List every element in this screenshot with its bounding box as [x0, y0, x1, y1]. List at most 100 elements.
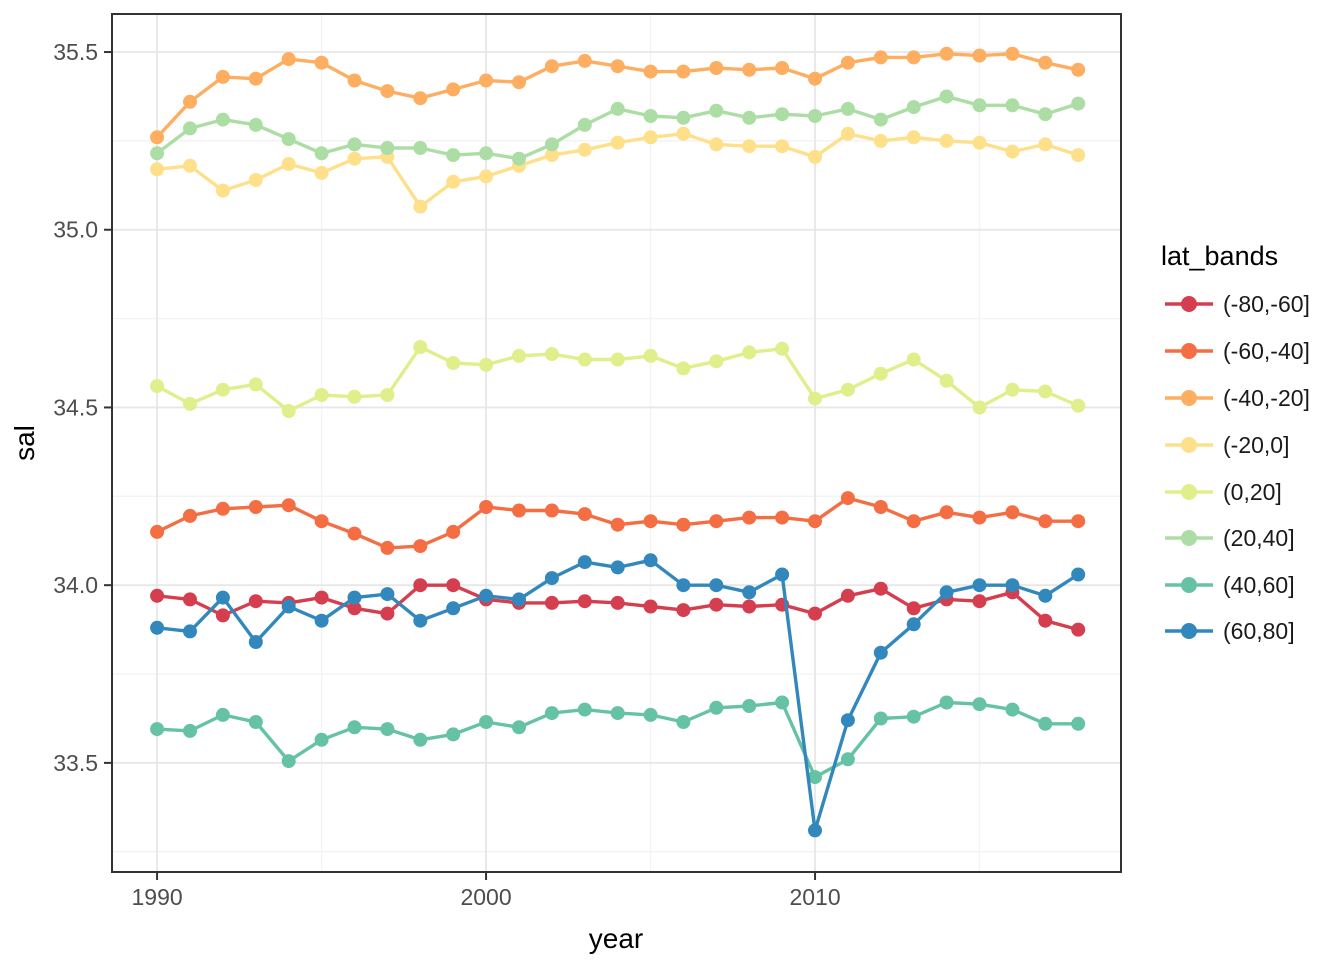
data-point [972, 594, 987, 609]
data-point [544, 148, 559, 163]
data-point [906, 130, 921, 145]
data-point [1038, 137, 1053, 152]
data-point [610, 595, 625, 610]
data-point [512, 592, 526, 607]
x-axis-title: year [589, 923, 643, 954]
legend-entry-(0,20]: (0,20] [1165, 479, 1282, 505]
data-point [183, 396, 197, 411]
data-point [939, 585, 954, 600]
x-axis-tick-label: 2010 [789, 884, 840, 910]
data-point [479, 588, 494, 603]
data-point [150, 620, 165, 635]
legend-key-point [1181, 343, 1197, 359]
data-point [248, 594, 263, 609]
data-point [150, 379, 165, 394]
data-point [215, 69, 230, 84]
data-point [1071, 96, 1086, 111]
data-point [610, 59, 625, 74]
y-axis-tick-label: 34.5 [53, 394, 98, 420]
legend-key-point [1181, 390, 1197, 406]
data-point [1005, 144, 1020, 159]
legend-entry-(-40,-20]: (-40,-20] [1165, 385, 1310, 411]
data-point [183, 121, 197, 136]
legend-entry-(20,40]: (20,40] [1165, 525, 1295, 551]
data-point [939, 505, 954, 520]
series-(-40,-20] [150, 46, 1086, 145]
data-point [1005, 46, 1020, 61]
data-point [939, 46, 954, 61]
data-point [742, 510, 757, 525]
data-point [577, 142, 592, 157]
data-point [446, 148, 461, 163]
legend-entry-(-60,-40]: (-60,-40] [1165, 338, 1310, 364]
legend-entry-(40,60]: (40,60] [1165, 572, 1295, 598]
data-point [544, 595, 559, 610]
data-point [150, 588, 165, 603]
legend-key-point [1181, 437, 1197, 453]
data-point [281, 599, 296, 614]
data-point [709, 354, 724, 369]
data-point [183, 592, 197, 607]
legend-entry-label: (20,40] [1223, 525, 1295, 551]
data-point [446, 174, 461, 189]
data-point [577, 352, 592, 367]
data-point [610, 560, 625, 575]
data-point [413, 340, 428, 354]
data-point [676, 517, 691, 532]
data-point [676, 110, 691, 125]
data-point [873, 366, 888, 381]
data-point [939, 89, 954, 104]
series-(60,80] [150, 553, 1086, 838]
legend-entry-label: (0,20] [1223, 479, 1282, 505]
data-point [314, 55, 329, 70]
x-axis-tick-label: 2000 [460, 884, 511, 910]
data-point [709, 137, 724, 152]
data-point [215, 590, 230, 605]
data-point [1005, 98, 1020, 113]
data-point [709, 597, 724, 612]
data-point [709, 103, 724, 118]
data-point [906, 352, 921, 367]
data-point [1038, 384, 1053, 399]
data-point [281, 132, 296, 147]
data-point [873, 133, 888, 148]
data-point [1005, 382, 1020, 397]
data-point [709, 578, 724, 593]
data-point [150, 130, 165, 145]
data-point [314, 514, 329, 529]
data-point [775, 139, 790, 154]
data-point [314, 165, 329, 180]
data-point [446, 82, 461, 97]
data-point [577, 594, 592, 609]
data-point [347, 151, 362, 166]
data-point [446, 578, 461, 593]
data-point [1071, 398, 1086, 413]
data-point [643, 599, 658, 614]
data-point [676, 361, 691, 376]
data-point [610, 135, 625, 150]
series-(-20,0] [150, 126, 1086, 214]
data-point [512, 151, 526, 166]
data-point [676, 578, 691, 593]
data-point [479, 715, 494, 729]
data-point [873, 50, 888, 65]
legend-key-point [1181, 577, 1197, 593]
legend-title: lat_bands [1161, 241, 1278, 271]
data-point [742, 139, 757, 154]
data-point [742, 699, 757, 713]
data-point [413, 91, 428, 106]
data-point [906, 50, 921, 65]
series-(0,20] [150, 340, 1086, 418]
data-point [215, 112, 230, 127]
data-point [150, 146, 165, 161]
data-point [1038, 55, 1053, 70]
legend-key-point [1181, 484, 1197, 500]
data-point [1071, 567, 1086, 582]
data-point [742, 345, 757, 360]
data-point [808, 149, 822, 164]
data-point [314, 146, 329, 161]
data-point [183, 508, 197, 523]
data-point [183, 158, 197, 173]
y-axis-tick-label: 34.0 [53, 572, 98, 598]
data-point [380, 587, 395, 602]
